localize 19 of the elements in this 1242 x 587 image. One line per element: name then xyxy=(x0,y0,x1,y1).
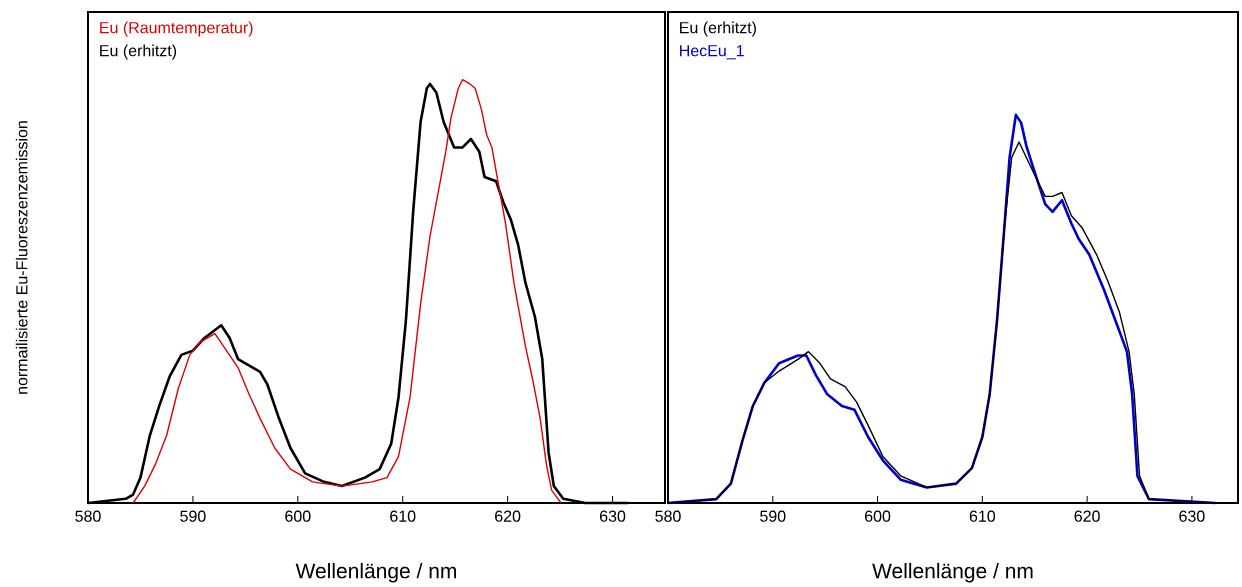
x-tick-label: 620 xyxy=(495,510,521,522)
text: Eu (erhitzt) xyxy=(680,21,756,37)
text: Eu (Raumtemperatur) xyxy=(100,21,253,37)
x-axis-title: Wellenlänge / nm xyxy=(295,562,457,583)
x-tick-label: 590 xyxy=(760,510,786,522)
x-tick-label: 630 xyxy=(1179,510,1205,522)
x-tick-label: 630 xyxy=(600,510,626,522)
x-tick-label: 600 xyxy=(865,510,891,522)
text: Eu (erhitzt) xyxy=(100,44,177,60)
text: HecEu_1 xyxy=(680,45,744,60)
x-tick-label: 600 xyxy=(285,510,311,522)
x-tick-label: 590 xyxy=(180,510,206,522)
x-tick-label: 610 xyxy=(969,510,996,522)
x-tick-label: 580 xyxy=(75,510,101,522)
x-tick-label: 580 xyxy=(655,510,681,522)
x-tick-label: 610 xyxy=(390,510,416,522)
y-axis-title: normailisierte Eu-Fluoreszenzemission xyxy=(15,121,28,394)
x-axis-title: Wellenlänge / nm xyxy=(872,562,1033,583)
x-tick-label: 620 xyxy=(1074,510,1100,522)
